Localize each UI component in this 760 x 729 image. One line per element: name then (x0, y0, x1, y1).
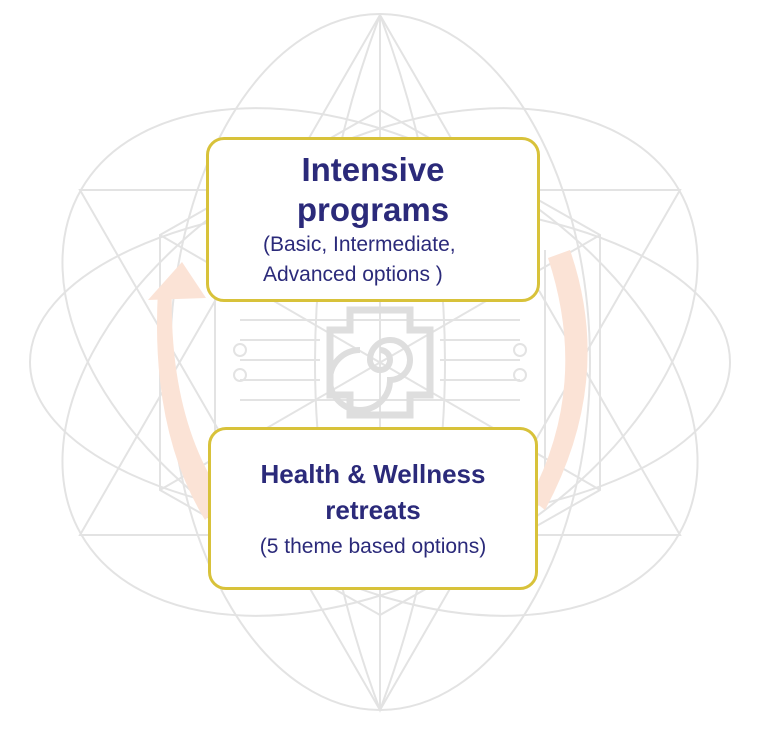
box-subtitle: (Basic, Intermediate, Advanced options ) (263, 233, 456, 286)
box-title: Health & Wellness retreats (260, 459, 486, 525)
box-subtitle: (5 theme based options) (259, 535, 487, 558)
health-wellness-box: Health & Wellness retreats (5 theme base… (208, 427, 538, 590)
box-title: Intensive programs (296, 151, 450, 228)
spiral-emblem-icon (326, 306, 434, 419)
intensive-programs-box: Intensive programs (Basic, Intermediate,… (206, 137, 540, 302)
